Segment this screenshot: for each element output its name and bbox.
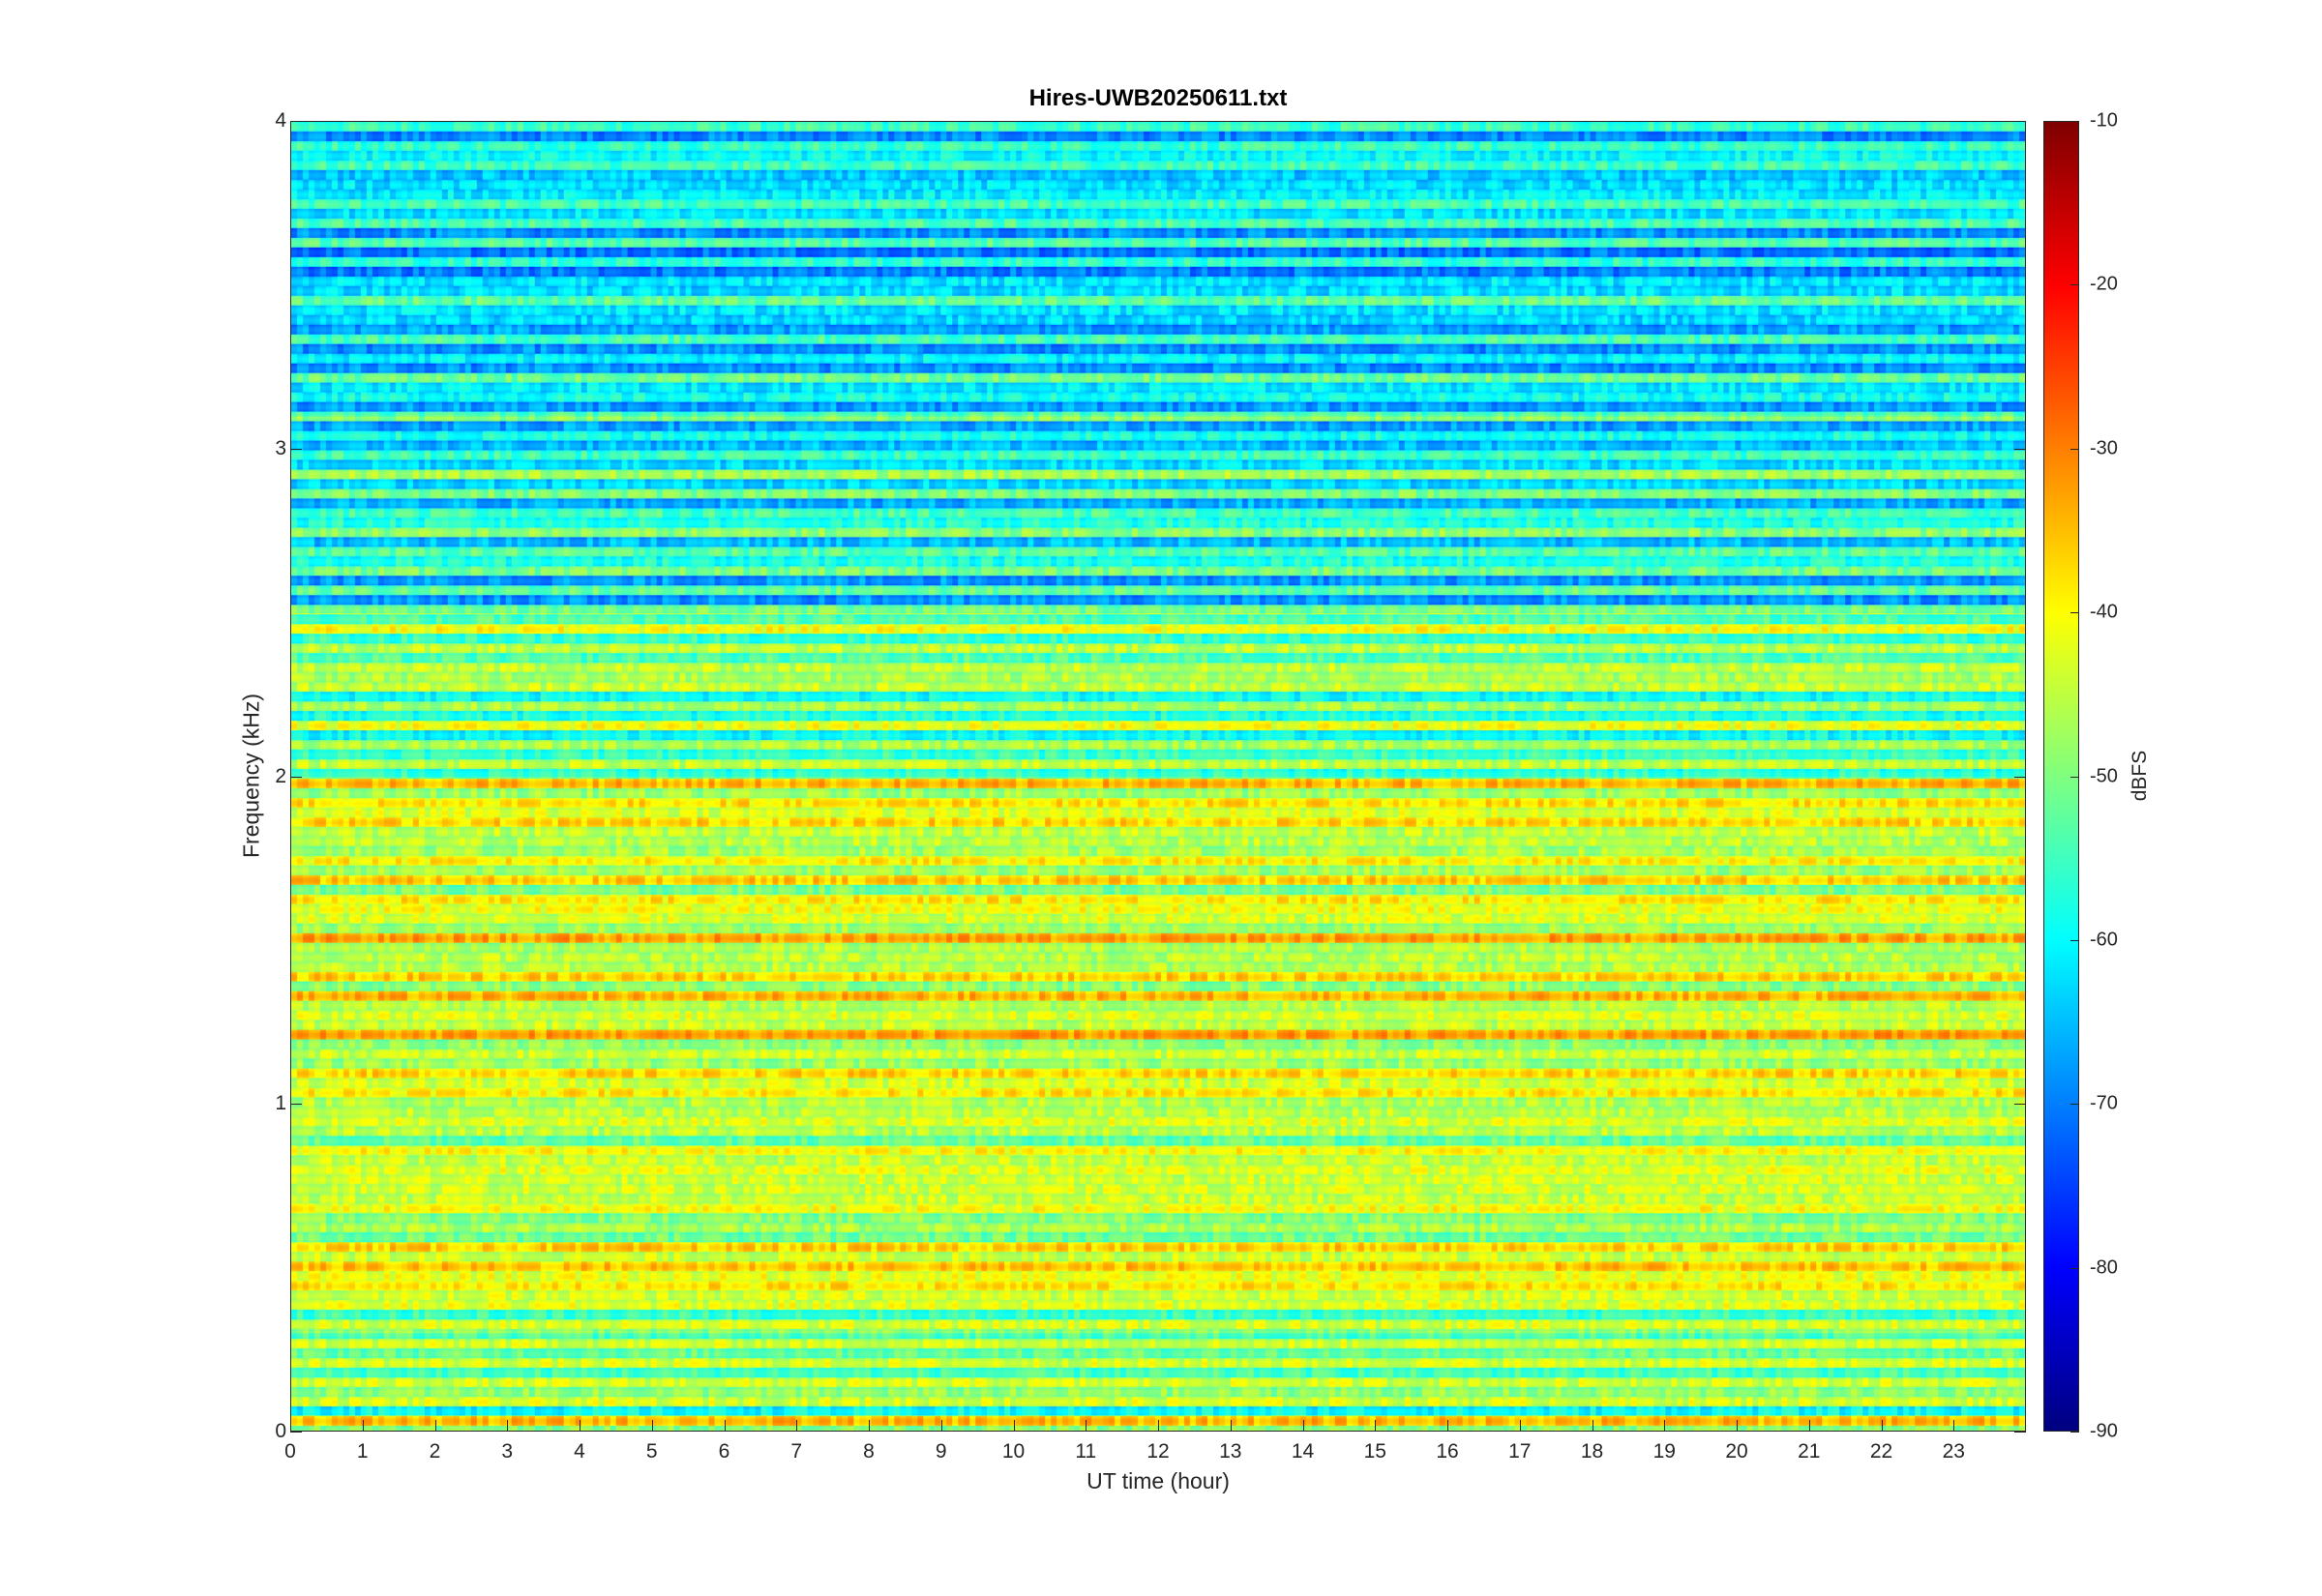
y-tick-label: 3 (275, 436, 286, 459)
colorbar-tick-mark (2070, 776, 2079, 778)
colorbar-tick-mark (2070, 1432, 2079, 1433)
x-tick-mark (1953, 1420, 1955, 1432)
x-tick-mark (651, 1420, 653, 1432)
x-tick-label: 17 (1508, 1440, 1532, 1463)
y-tick-label: 0 (275, 1420, 286, 1442)
x-tick-mark (362, 1420, 364, 1432)
spectrogram-heatmap (291, 122, 2025, 1431)
x-tick-mark (290, 1420, 291, 1432)
x-tick-label: 12 (1146, 1440, 1170, 1463)
colorbar-tick-mark (2070, 1267, 2079, 1269)
colorbar-tick-mark (2070, 939, 2079, 941)
plot-area (290, 121, 2026, 1432)
colorbar-tick-mark (2070, 121, 2079, 122)
x-tick-label: 20 (1725, 1440, 1748, 1463)
x-tick-mark (1013, 1420, 1015, 1432)
chart-title: Hires-UWB20250611.txt (1028, 85, 1288, 111)
colorbar-tick-label: -50 (2090, 765, 2118, 786)
colorbar-tick-mark (2070, 284, 2079, 286)
colorbar-tick-label: -80 (2090, 1256, 2118, 1279)
x-tick-mark (1808, 1420, 1810, 1432)
colorbar-tick-label: -70 (2090, 1092, 2118, 1114)
x-tick-mark (1881, 1420, 1883, 1432)
y-tick-label: 1 (275, 1092, 286, 1115)
colorbar-tick-mark (2070, 1104, 2079, 1106)
y-tick-mark-right (2014, 1104, 2026, 1106)
x-tick-mark (1158, 1420, 1159, 1432)
x-tick-label: 18 (1580, 1440, 1604, 1463)
x-axis-label: UT time (hour) (1087, 1468, 1230, 1493)
x-tick-label: 3 (501, 1440, 514, 1463)
y-tick-mark-right (2014, 448, 2026, 450)
x-tick-mark (796, 1420, 798, 1432)
colorbar-label: dBFS (2128, 750, 2151, 802)
x-tick-label: 4 (574, 1440, 585, 1463)
x-tick-label: 14 (1291, 1440, 1315, 1463)
x-tick-label: 9 (935, 1440, 947, 1463)
y-tick-label: 4 (275, 109, 286, 132)
x-tick-label: 0 (284, 1440, 296, 1463)
x-tick-mark (434, 1420, 436, 1432)
x-tick-label: 19 (1652, 1440, 1676, 1463)
x-tick-label: 15 (1363, 1440, 1386, 1463)
x-tick-mark (940, 1420, 942, 1432)
x-tick-label: 6 (718, 1440, 730, 1463)
colorbar-tick-label: -60 (2090, 929, 2118, 951)
y-tick-mark (290, 1104, 302, 1106)
x-tick-mark (1664, 1420, 1666, 1432)
x-tick-label: 10 (1001, 1440, 1026, 1463)
y-tick-mark (290, 776, 302, 778)
x-tick-mark (507, 1420, 509, 1432)
x-tick-label: 7 (790, 1440, 803, 1463)
x-tick-label: 21 (1798, 1440, 1821, 1463)
y-tick-mark (290, 1432, 302, 1433)
x-tick-mark (869, 1420, 870, 1432)
x-tick-label: 16 (1436, 1440, 1459, 1463)
colorbar-tick-label: -40 (2090, 601, 2118, 623)
colorbar-tick-label: -30 (2090, 437, 2118, 459)
colorbar-tick-label: -10 (2090, 109, 2118, 132)
x-tick-label: 2 (429, 1440, 441, 1463)
x-tick-label: 23 (1942, 1440, 1965, 1463)
x-tick-mark (1302, 1420, 1304, 1432)
x-tick-label: 8 (863, 1440, 875, 1463)
x-tick-mark (1447, 1420, 1448, 1432)
x-tick-label: 1 (356, 1440, 369, 1463)
y-tick-mark-right (2014, 121, 2026, 122)
y-tick-mark (290, 448, 302, 450)
y-tick-mark-right (2014, 776, 2026, 778)
x-tick-mark (1086, 1420, 1087, 1432)
x-tick-label: 5 (645, 1440, 658, 1463)
y-tick-mark-right (2014, 1432, 2026, 1433)
x-tick-mark (1230, 1420, 1232, 1432)
colorbar-tick-mark (2070, 448, 2079, 450)
x-tick-mark (1737, 1420, 1738, 1432)
colorbar-tick-mark (2070, 612, 2079, 614)
x-tick-mark (724, 1420, 726, 1432)
colorbar-tick-label: -20 (2090, 273, 2118, 295)
y-axis-label: Frequency (kHz) (238, 694, 264, 858)
y-tick-mark (290, 121, 302, 122)
x-tick-label: 13 (1219, 1440, 1242, 1463)
x-tick-label: 22 (1869, 1440, 1893, 1463)
x-tick-label: 11 (1075, 1440, 1097, 1463)
x-tick-mark (1375, 1420, 1377, 1432)
colorbar-tick-label: -90 (2090, 1420, 2118, 1442)
y-tick-label: 2 (275, 764, 286, 787)
x-tick-mark (1519, 1420, 1521, 1432)
